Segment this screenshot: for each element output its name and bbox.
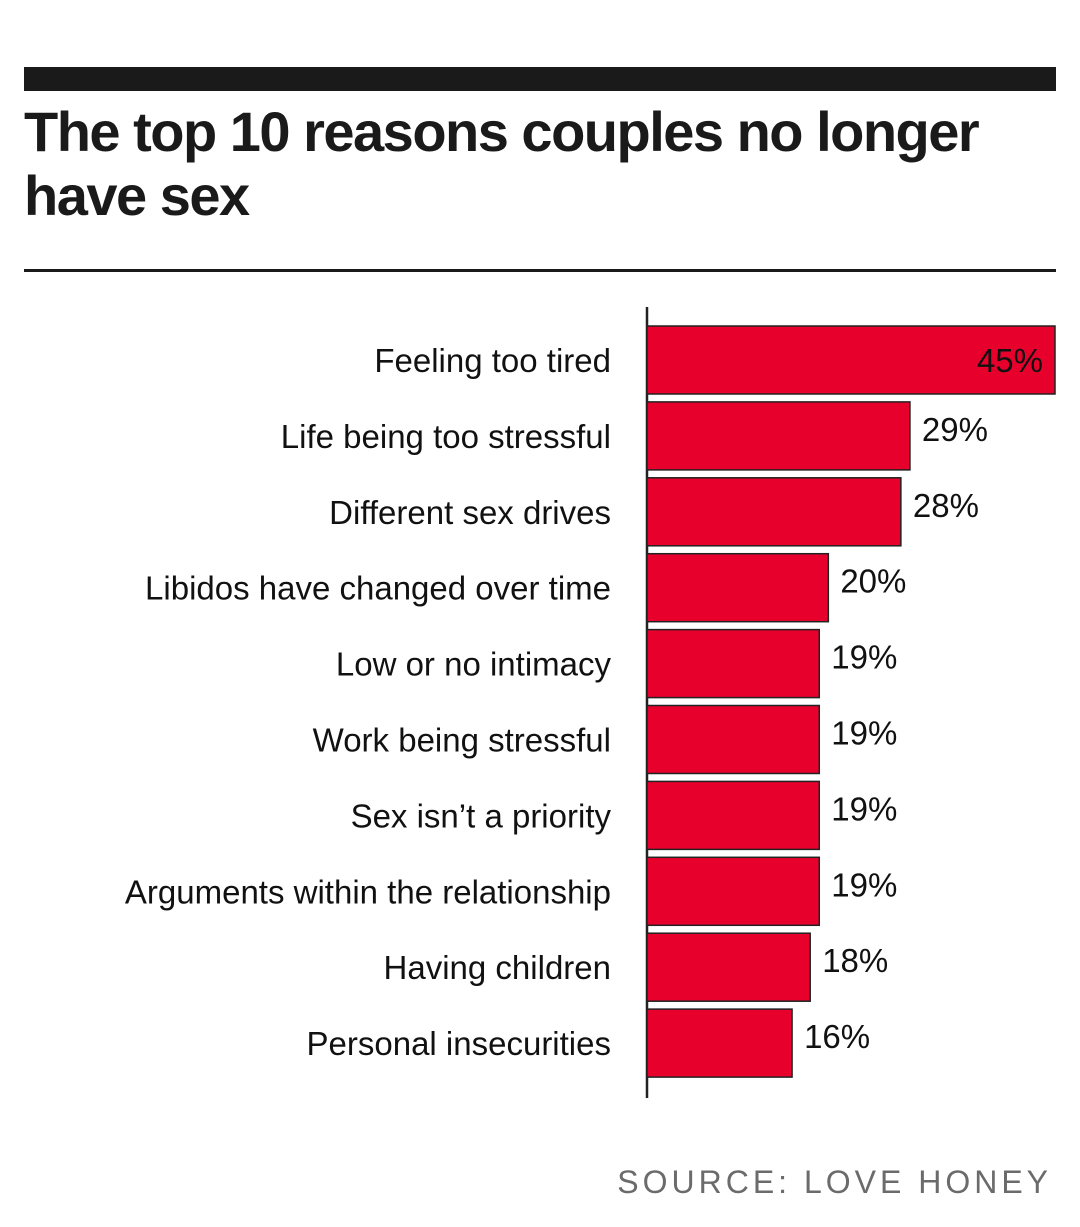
category-label: Low or no intimacy [336, 646, 612, 683]
bar [646, 401, 911, 471]
category-label: Life being too stressful [281, 418, 611, 455]
bar [646, 628, 821, 699]
bars-group [646, 325, 1056, 1078]
source-note: SOURCE: LOVE HONEY [617, 1164, 1052, 1200]
bar [646, 780, 821, 851]
bar [646, 856, 821, 927]
category-labels-group: Feeling too tired Life being too stressfu… [125, 342, 612, 1062]
bar [646, 477, 902, 547]
category-label: Arguments within the relationship [125, 873, 611, 910]
value-label: 20% [840, 563, 906, 600]
category-label: Work being stressful [313, 722, 611, 759]
value-label: 19% [831, 866, 897, 903]
category-label: Sex isn’t a priority [351, 797, 612, 834]
bar [646, 552, 830, 623]
value-label: 16% [804, 1018, 870, 1055]
value-label: 19% [831, 790, 897, 827]
category-label: Having children [384, 949, 611, 986]
header-rule [24, 67, 1056, 91]
value-label: 19% [831, 715, 897, 752]
category-label: Libidos have changed over time [145, 570, 611, 607]
category-label: Different sex drives [329, 494, 611, 531]
bar [646, 1008, 793, 1078]
bar [646, 932, 811, 1002]
chart-title: The top 10 reasons couples no longer hav… [24, 100, 980, 227]
bar [646, 325, 1056, 395]
value-label: 19% [831, 639, 897, 676]
value-label: 28% [913, 487, 979, 524]
value-label: 29% [922, 411, 988, 448]
value-label: 18% [822, 942, 888, 979]
value-label: 45% [977, 342, 1043, 379]
title-divider [24, 269, 1056, 272]
category-label: Personal insecurities [307, 1025, 611, 1062]
category-label: Feeling too tired [374, 342, 611, 379]
bar [646, 704, 821, 775]
value-labels-group: 45% 29% 28% 20% 19% 19% 19% 19% 18% 16% [804, 342, 1043, 1055]
